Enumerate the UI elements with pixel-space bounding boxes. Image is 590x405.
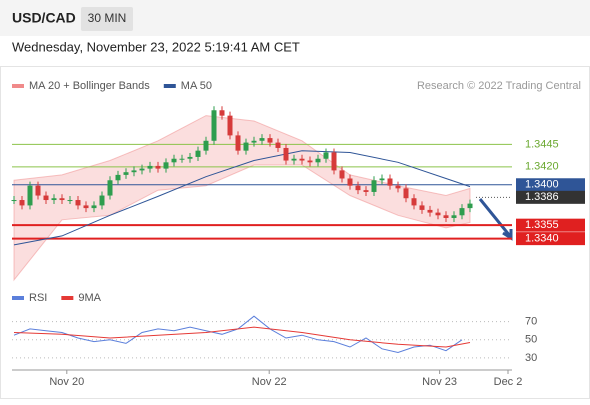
level-label: 1.3340 — [525, 233, 559, 245]
candle — [83, 205, 89, 209]
level-box — [516, 232, 585, 246]
x-tick-label: Dec 2 — [494, 376, 523, 388]
candle — [59, 198, 65, 201]
candle — [203, 140, 209, 151]
candle — [267, 138, 273, 143]
ma50-line — [13, 150, 471, 246]
candle — [99, 195, 105, 206]
candle — [323, 152, 329, 159]
timeframe-button[interactable] — [81, 7, 133, 31]
candle — [187, 156, 193, 159]
candle — [27, 185, 33, 206]
candle — [179, 158, 185, 160]
level-label: 1.3445 — [525, 138, 559, 150]
level-box — [516, 190, 585, 204]
candle — [451, 215, 457, 218]
x-tick-label: Nov 22 — [252, 376, 287, 388]
candle — [283, 147, 289, 161]
timestamp: Wednesday, November 23, 2022 5:19:41 AM … — [12, 39, 300, 54]
candle — [259, 138, 265, 141]
candle — [67, 200, 73, 202]
candle — [139, 168, 145, 171]
candle — [403, 188, 409, 199]
candle — [443, 215, 449, 218]
candle — [363, 190, 369, 192]
candle — [379, 178, 385, 181]
candle — [411, 198, 417, 206]
legend-label: MA 50 — [181, 80, 212, 92]
indicator-line — [13, 326, 471, 348]
legend-swatch — [163, 84, 176, 88]
candle — [11, 200, 17, 202]
chart-frame — [0, 66, 590, 399]
candle — [347, 178, 353, 186]
legend-swatch — [12, 296, 24, 300]
candle — [387, 178, 393, 186]
level-label: 1.3355 — [525, 219, 559, 231]
level-box — [516, 218, 585, 232]
candle — [243, 142, 249, 151]
timeframe[interactable]: 30 MIN — [88, 11, 127, 25]
candle — [235, 135, 241, 151]
candle — [123, 172, 129, 175]
candle — [291, 158, 297, 161]
candle — [251, 140, 257, 143]
candle — [19, 200, 25, 206]
candle — [51, 198, 57, 201]
candle — [331, 152, 337, 171]
bollinger-band — [13, 115, 471, 282]
candle — [227, 115, 233, 136]
candle — [171, 158, 177, 163]
legend-label: 9MA — [78, 292, 101, 304]
candle — [355, 185, 361, 191]
candle — [91, 205, 97, 209]
candle — [427, 209, 433, 213]
candle — [131, 170, 137, 173]
candle — [115, 174, 121, 181]
credit: Research © 2022 Trading Central — [417, 80, 581, 92]
level-label: 1.3400 — [525, 179, 559, 191]
candle — [459, 208, 465, 216]
forecast-arrow — [478, 198, 513, 241]
level-label: 1.3386 — [525, 191, 559, 203]
legend-label: MA 20 + Bollinger Bands — [29, 80, 150, 92]
indicator-line — [13, 315, 463, 354]
legend-label: RSI — [29, 292, 47, 304]
candle — [163, 162, 169, 169]
candle — [419, 205, 425, 210]
candle — [299, 158, 305, 161]
candle — [467, 203, 473, 209]
x-tick-label: Nov 23 — [422, 376, 457, 388]
candle — [211, 110, 217, 141]
candle — [43, 195, 49, 201]
candle — [155, 165, 161, 169]
legend-swatch — [61, 296, 74, 300]
legend-swatch — [12, 84, 24, 88]
candle — [339, 170, 345, 179]
candle — [307, 160, 313, 163]
y-tick-label: 70 — [525, 316, 537, 328]
candle — [275, 142, 281, 148]
candle — [395, 185, 401, 189]
candle — [371, 180, 377, 192]
candle — [435, 212, 441, 216]
symbol: USD/CAD — [12, 10, 76, 26]
y-tick-label: 50 — [525, 334, 537, 346]
candle — [75, 200, 81, 206]
candle — [147, 165, 153, 169]
candle — [315, 158, 321, 163]
candle — [35, 185, 41, 196]
x-tick-label: Nov 20 — [49, 376, 84, 388]
candle — [219, 110, 225, 116]
level-label: 1.3420 — [525, 161, 559, 173]
candle — [195, 150, 201, 157]
level-box — [516, 178, 585, 192]
candle — [107, 180, 113, 196]
y-tick-label: 30 — [525, 352, 537, 364]
